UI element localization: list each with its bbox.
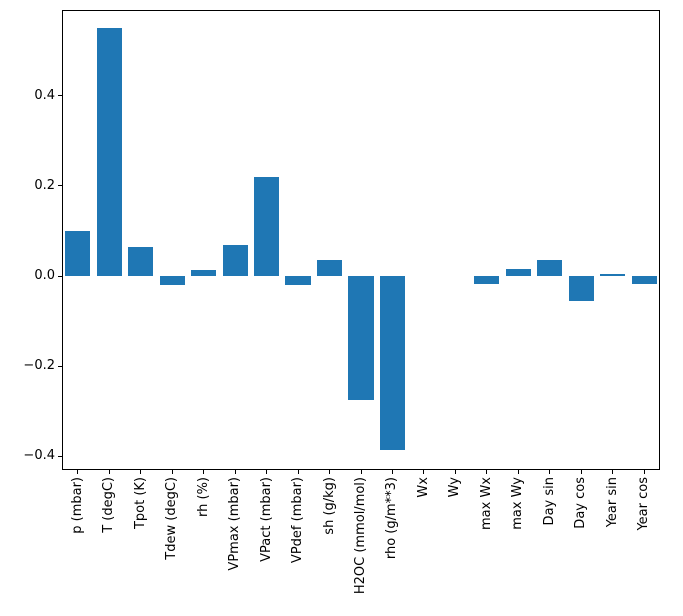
x-axis-tick <box>203 470 205 474</box>
y-axis-tick-label: 0.4 <box>34 87 55 103</box>
x-axis-tick <box>454 470 456 474</box>
x-axis-tick <box>297 470 299 474</box>
x-axis-tick-label: T (degC) <box>101 477 117 533</box>
bar-tpot-k <box>128 246 154 277</box>
bar-rho-g-m-3 <box>379 276 406 450</box>
plot-area <box>62 10 660 470</box>
bar-day-sin <box>537 260 563 277</box>
bar-day-cos <box>568 276 594 301</box>
x-axis-tick-label: sh (g/kg) <box>321 477 337 535</box>
bar-tdew-degc <box>159 276 185 286</box>
bar-year-sin <box>600 274 626 277</box>
y-axis-tick <box>58 185 62 187</box>
x-axis-tick <box>643 470 645 474</box>
x-axis-tick <box>77 470 79 474</box>
bar-vpmax-mbar <box>222 245 248 277</box>
x-axis-tick-label: VPact (mbar) <box>258 477 274 562</box>
bar-h2oc-mmol-mol <box>348 276 374 401</box>
bar-sh-g-kg <box>316 260 343 277</box>
bar-max-wx <box>474 276 500 285</box>
x-axis-tick <box>580 470 582 474</box>
x-axis-tick-label: Year cos <box>636 477 652 531</box>
x-axis-tick-label: rho (g/m**3) <box>384 477 400 560</box>
x-axis-tick-label: Wy <box>447 477 463 498</box>
x-axis-tick-label: VPmax (mbar) <box>227 477 243 571</box>
y-axis-tick-label: 0.0 <box>34 268 55 284</box>
x-axis-tick <box>234 470 236 474</box>
x-axis-tick <box>329 470 331 474</box>
x-axis-tick <box>360 470 362 474</box>
x-axis-tick <box>266 470 268 474</box>
x-axis-tick <box>140 470 142 474</box>
y-axis-tick <box>58 455 62 457</box>
bar-vpdef-mbar <box>285 276 311 286</box>
x-axis-tick-label: Year sin <box>604 477 620 528</box>
x-axis-tick-label: rh (%) <box>195 477 211 517</box>
x-axis-tick <box>517 470 519 474</box>
x-axis-tick-label: Tdew (degC) <box>164 477 180 560</box>
x-axis-tick <box>108 470 110 474</box>
x-axis-tick-label: max Wx <box>478 477 494 531</box>
x-axis-tick <box>423 470 425 474</box>
y-axis-tick <box>58 365 62 367</box>
x-axis-tick-label: p (mbar) <box>69 477 85 534</box>
x-axis-tick <box>391 470 393 474</box>
x-axis-tick-label: H2OC (mmol/mol) <box>353 477 368 595</box>
y-axis-tick-label: 0.2 <box>34 177 55 193</box>
bar-year-cos <box>631 276 657 285</box>
y-axis-tick-label: −0.2 <box>23 358 55 374</box>
y-axis-tick <box>58 275 62 277</box>
bar-t-degc <box>96 28 122 277</box>
x-axis-tick-label: Tpot (K) <box>132 477 148 530</box>
x-axis-tick-label: Day sin <box>541 477 557 526</box>
x-axis-tick-label: max Wy <box>510 477 526 530</box>
x-axis-tick <box>171 470 173 474</box>
x-axis-tick-label: Wx <box>415 477 431 498</box>
x-axis-tick-label: Day cos <box>573 477 589 529</box>
bar-vpact-mbar <box>253 176 280 277</box>
x-axis-tick <box>549 470 551 474</box>
x-axis-tick-label: VPdef (mbar) <box>290 477 306 564</box>
x-axis-tick <box>486 470 488 474</box>
x-axis-tick <box>612 470 614 474</box>
y-axis-tick-label: −0.4 <box>23 448 55 464</box>
y-axis-tick <box>58 95 62 97</box>
bar-rh <box>191 270 217 277</box>
bar-max-wy <box>505 269 531 277</box>
bar-p-mbar <box>65 230 91 277</box>
